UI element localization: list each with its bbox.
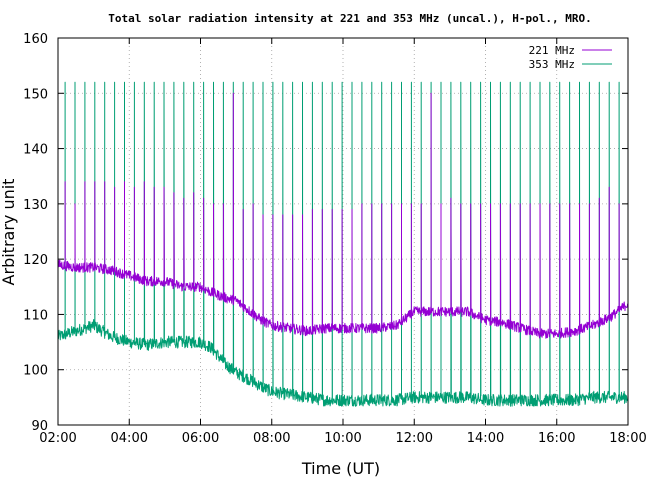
y-tick-label: 130 bbox=[23, 198, 48, 213]
series-353-mhz bbox=[57, 81, 629, 407]
y-tick-label: 140 bbox=[23, 143, 48, 158]
grid bbox=[58, 38, 628, 425]
x-tick-label: 12:00 bbox=[396, 431, 433, 446]
x-tick-label: 06:00 bbox=[182, 431, 219, 446]
x-tick-label: 16:00 bbox=[538, 431, 575, 446]
y-axis-label: Arbitrary unit bbox=[0, 179, 18, 286]
y-tick-label: 150 bbox=[23, 87, 48, 102]
y-tick-label: 160 bbox=[23, 32, 48, 47]
series-221-line bbox=[57, 92, 629, 339]
x-tick-label: 04:00 bbox=[111, 431, 148, 446]
axis-ticks: 02:00 04:00 06:00 08:00 10:00 12:00 14:00 16:00… bbox=[23, 32, 647, 446]
legend-label-353: 353 MHz bbox=[529, 58, 575, 71]
x-tick-label: 18:00 bbox=[609, 431, 646, 446]
x-tick-label: 14:00 bbox=[467, 431, 504, 446]
legend-label-221: 221 MHz bbox=[529, 44, 575, 57]
legend: 221 MHz 353 MHz bbox=[529, 44, 612, 71]
x-tick-label: 10:00 bbox=[324, 431, 361, 446]
y-tick-label: 100 bbox=[23, 364, 48, 379]
x-axis-label: Time (UT) bbox=[301, 459, 380, 478]
chart-title: Total solar radiation intensity at 221 a… bbox=[108, 12, 591, 25]
series-221-mhz bbox=[57, 92, 629, 339]
y-tick-label: 120 bbox=[23, 253, 48, 268]
x-tick-label: 02:00 bbox=[39, 431, 76, 446]
x-tick-label: 08:00 bbox=[253, 431, 290, 446]
y-tick-label: 90 bbox=[31, 419, 48, 434]
series-353-line bbox=[57, 81, 629, 407]
y-tick-label: 110 bbox=[23, 308, 48, 323]
